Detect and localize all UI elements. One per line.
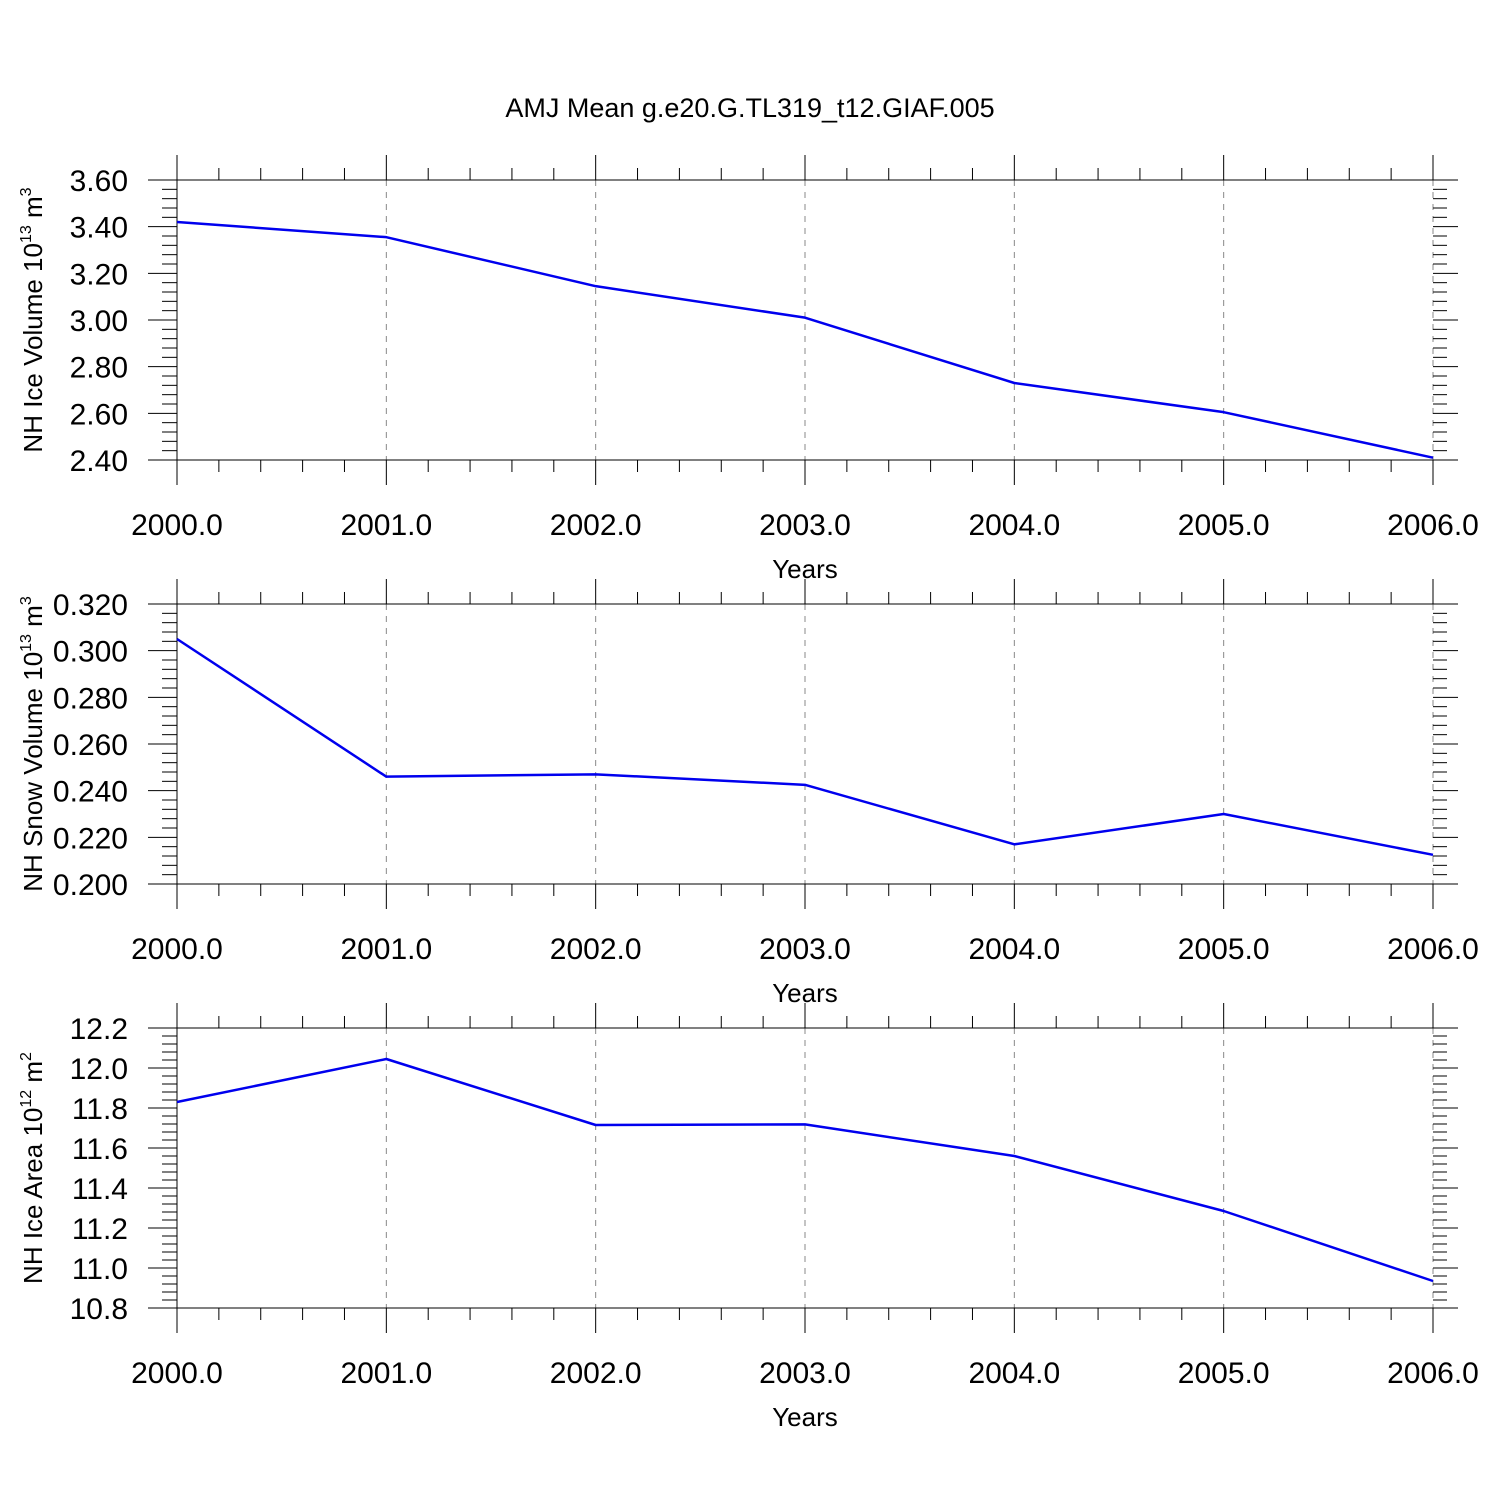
- y-tick-label: 3.00: [70, 305, 128, 338]
- y-tick-label: 11.6: [72, 1133, 128, 1166]
- y-tick-label: 2.40: [70, 445, 128, 478]
- y-tick-label: 0.260: [53, 729, 128, 762]
- x-tick-label: 2002.0: [550, 933, 642, 966]
- y-axis-label: NH Ice Area 1012 m2: [18, 1052, 48, 1284]
- x-axis-label: Years: [772, 1402, 838, 1432]
- data-series-line: [176, 637, 1434, 857]
- x-tick-label: 2000.0: [131, 933, 223, 966]
- y-axis-label-unit: m: [18, 1061, 48, 1090]
- y-axis-label-text: NH Ice Area 10: [18, 1108, 48, 1284]
- x-tick-label: 2006.0: [1387, 1357, 1479, 1390]
- y-axis-label-unit: m: [18, 196, 48, 225]
- y-tick-label: 12.2: [70, 1013, 128, 1046]
- y-axis-label-unit-exponent: 2: [18, 1052, 35, 1061]
- y-axis-label-exponent: 12: [18, 1090, 35, 1108]
- x-tick-label: 2005.0: [1178, 933, 1270, 966]
- y-axis-label-exponent: 13: [18, 225, 35, 243]
- y-axis-label-exponent: 13: [18, 634, 35, 652]
- chart-title: AMJ Mean g.e20.G.TL319_t12.GIAF.005: [505, 93, 994, 123]
- x-tick-label: 2002.0: [550, 509, 642, 542]
- y-tick-label: 11.4: [72, 1173, 128, 1206]
- y-tick-label: 0.200: [53, 869, 128, 902]
- y-tick-label: 3.20: [70, 258, 128, 291]
- y-axis-label: NH Snow Volume 1013 m3: [18, 596, 48, 892]
- y-tick-label: 11.2: [72, 1213, 128, 1246]
- data-series-line: [176, 1057, 1434, 1283]
- data-series-line: [176, 220, 1434, 459]
- y-tick-label: 3.40: [70, 212, 128, 245]
- x-tick-label: 2001.0: [340, 1357, 432, 1390]
- x-tick-label: 2001.0: [340, 509, 432, 542]
- x-tick-label: 2006.0: [1387, 509, 1479, 542]
- x-tick-label: 2001.0: [340, 933, 432, 966]
- x-tick-label: 2004.0: [968, 933, 1060, 966]
- y-tick-label: 10.8: [70, 1293, 128, 1326]
- y-tick-label: 0.300: [53, 636, 128, 669]
- x-tick-label: 2003.0: [759, 933, 851, 966]
- y-tick-label: 0.320: [53, 589, 128, 622]
- y-axis-label-unit-exponent: 3: [18, 187, 35, 196]
- y-tick-label: 0.280: [53, 682, 128, 715]
- x-tick-label: 2006.0: [1387, 933, 1479, 966]
- x-tick-label: 2003.0: [759, 1357, 851, 1390]
- x-tick-label: 2004.0: [968, 509, 1060, 542]
- y-tick-label: 12.0: [70, 1053, 128, 1086]
- chart-panel-2: 2000.0 2001.0 2002.0 2003.0 2004.0 2005.0 2006…: [18, 579, 1479, 1008]
- y-tick-label: 11.8: [72, 1093, 128, 1126]
- x-tick-label: 2005.0: [1178, 509, 1270, 542]
- x-tick-label: 2004.0: [968, 1357, 1060, 1390]
- y-axis-label-unit: m: [18, 605, 48, 634]
- y-axis-label-unit-exponent: 3: [18, 596, 35, 605]
- x-tick-label: 2005.0: [1178, 1357, 1270, 1390]
- x-tick-label: 2002.0: [550, 1357, 642, 1390]
- y-axis-label: NH Ice Volume 1013 m3: [18, 187, 48, 452]
- x-tick-label: 2003.0: [759, 509, 851, 542]
- y-axis-label-text: NH Snow Volume 10: [18, 652, 48, 892]
- y-tick-label: 2.80: [70, 352, 128, 385]
- chart-panel-1: 2000.0 2001.0 2002.0 2003.0 2004.0 2005.0 2006…: [18, 155, 1479, 584]
- y-tick-label: 0.220: [53, 822, 128, 855]
- y-tick-label: 3.60: [70, 165, 128, 198]
- y-tick-label: 11.0: [72, 1253, 128, 1286]
- chart-panel-3: 2000.0 2001.0 2002.0 2003.0 2004.0 2005.0 2006…: [18, 1003, 1479, 1432]
- y-tick-label: 2.60: [70, 398, 128, 431]
- x-tick-label: 2000.0: [131, 1357, 223, 1390]
- y-axis-label-text: NH Ice Volume 10: [18, 243, 48, 453]
- y-tick-label: 0.240: [53, 776, 128, 809]
- x-tick-label: 2000.0: [131, 509, 223, 542]
